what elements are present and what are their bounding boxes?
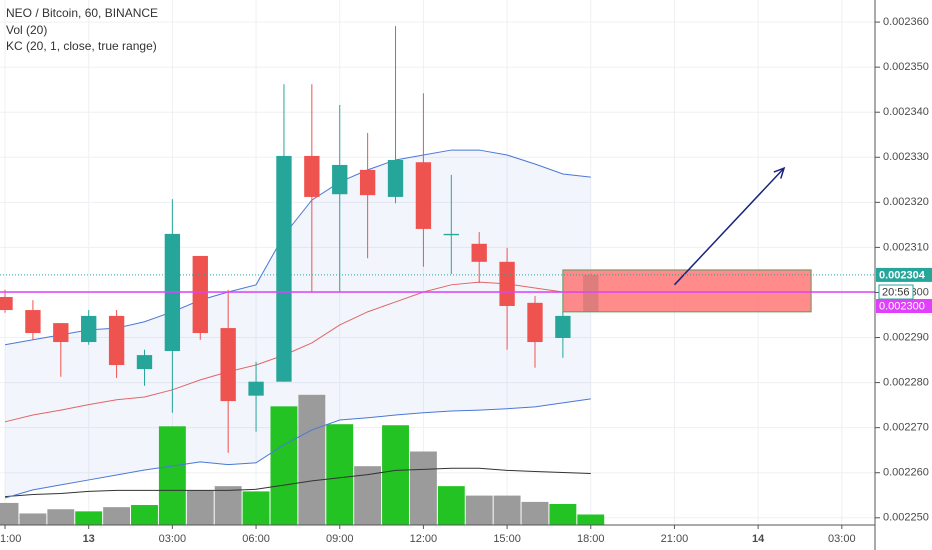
volume-bar [298,394,326,525]
volume-bar [47,509,75,525]
y-tick-label: 0.002250 [883,512,929,524]
x-tick-label: 18:00 [577,533,605,545]
y-tick-label: 0.002270 [883,422,929,434]
volume-bar [103,507,131,525]
volume-bar [409,451,437,525]
volume-bar [437,486,465,525]
y-tick-label: 0.002340 [883,106,929,118]
x-tick-label: 06:00 [242,533,270,545]
countdown-box [878,284,914,300]
volume-bar [19,513,47,525]
candle-body [220,328,236,402]
x-tick-label: 13 [83,533,95,545]
candle-body [81,315,97,343]
y-tick-label: 0.002360 [883,16,929,28]
candle-body [555,315,571,338]
y-tick-label: 0.002260 [883,467,929,479]
drawing-rectangle [562,269,812,313]
candle-body [359,169,376,196]
last-price-box [876,267,932,282]
arrow-head [773,166,786,179]
kc-lower-line [4,398,591,499]
candle-body [304,155,320,197]
candle-body [25,310,41,334]
volume-bar [270,406,298,525]
alert-label: 0.002300 [879,300,925,312]
y-tick-label: 0.002350 [883,61,929,73]
volume-bar [131,505,158,525]
x-tick-label: 03:00 [828,533,856,545]
drawing-arrow [673,167,785,286]
x-tick-label: 1:00 [0,533,21,545]
candle-body [136,355,153,370]
x-tick-label: 15:00 [493,533,521,545]
candle-body [0,296,13,311]
candle-body [443,233,459,236]
candle-body [276,155,292,382]
volume-bar [465,495,493,525]
y-tick-label: 0.002310 [883,241,929,253]
y-tick-label: 0.002280 [883,377,929,389]
candle-body [108,315,125,366]
candle-body [499,261,515,306]
volume-bar [326,424,354,525]
candle-body [332,164,348,195]
kc-middle-line [4,281,591,423]
volume-bar [493,495,521,525]
candle-body [192,255,208,334]
candle-body [387,159,404,197]
y-tick-label: 0.002330 [883,151,929,163]
volume-bar [214,486,242,525]
candle-body [415,162,432,229]
volume-ma-line [4,467,591,498]
alert-label-box [876,299,932,314]
volume-bar [242,491,270,525]
x-tick-label: 14 [752,533,765,545]
volume-bar [577,514,605,525]
volume-bar [75,511,103,525]
volume-bar [0,502,19,525]
volume-bar [186,490,214,525]
indicator-label: KC (20, 1, close, true range) [6,39,157,53]
volume-bar [549,504,577,525]
volume-bar [521,501,549,525]
candle-body [527,302,543,343]
x-tick-label: 09:00 [326,533,354,545]
chart-title: NEO / Bitcoin, 60, BINANCE [6,6,158,20]
x-tick-label: 21:00 [661,533,689,545]
volume-bar [382,425,409,525]
plot-area [0,26,875,525]
kc-upper-line [4,149,591,346]
last-price-label: 0.002304 [879,269,926,281]
y-tick-label: 0.002320 [883,196,929,208]
x-tick-label: 12:00 [410,533,438,545]
axes: 0.002250 0.002260 0.002270 0.002280 0.002290… [0,16,932,545]
volume-bar [158,426,186,525]
x-tick-label: 03:00 [159,533,187,545]
candle-body [248,381,264,396]
indicator-label: Vol (20) [6,23,47,37]
y-tick-label: 0.002290 [883,331,929,343]
candle-body [53,323,69,343]
candle-body [471,243,487,262]
countdown-label: 20:56 [882,286,910,298]
